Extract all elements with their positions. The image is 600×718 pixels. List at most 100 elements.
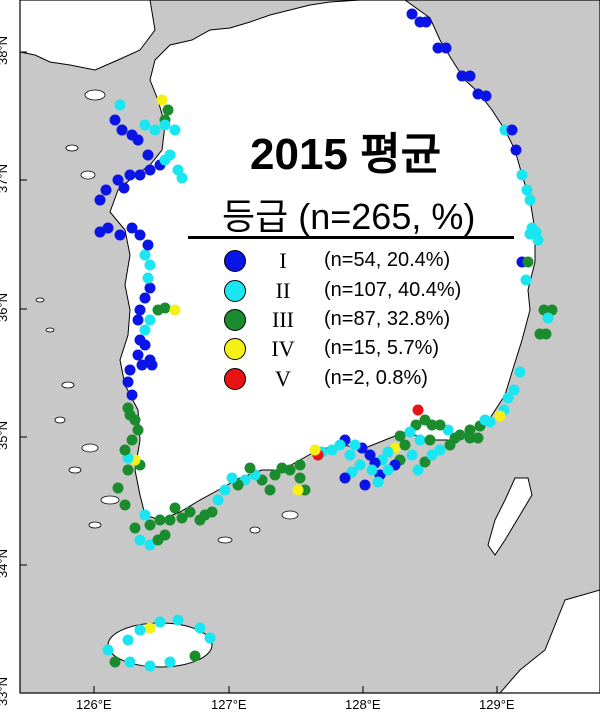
- station-marker: [144, 164, 156, 176]
- station-marker: [122, 376, 134, 388]
- station-marker: [480, 90, 492, 102]
- legend-item-v: V (n=2, 0.8%): [224, 366, 524, 394]
- station-marker: [404, 426, 416, 438]
- station-marker: [134, 624, 146, 636]
- station-marker: [154, 616, 166, 628]
- y-tick-36: 36°N: [0, 292, 11, 323]
- legend-item-iii: III (n=87, 32.8%): [224, 307, 524, 335]
- y-tick-35: 35°N: [0, 420, 11, 451]
- x-tick-129: 129°E: [479, 697, 515, 712]
- station-marker: [522, 256, 534, 268]
- station-marker: [109, 656, 121, 668]
- station-marker: [144, 314, 156, 326]
- station-marker: [126, 129, 138, 141]
- station-marker: [276, 462, 288, 474]
- x-tick-128: 128°E: [345, 697, 381, 712]
- station-marker: [144, 539, 156, 551]
- station-marker: [159, 302, 171, 314]
- station-marker: [124, 364, 136, 376]
- station-marker: [122, 464, 134, 476]
- legend-item-ii: II (n=107, 40.4%): [224, 278, 524, 306]
- station-marker: [134, 334, 146, 346]
- monitoring-stations: [94, 8, 558, 672]
- station-marker: [524, 228, 536, 240]
- station-marker: [156, 94, 168, 106]
- station-marker: [169, 304, 181, 316]
- station-marker: [139, 509, 151, 521]
- station-marker: [144, 519, 156, 531]
- station-marker: [412, 404, 424, 416]
- station-marker: [440, 42, 452, 54]
- y-tick-33: 33°N: [0, 676, 11, 707]
- legend-count-label: (n=87, 32.8%): [324, 308, 451, 330]
- station-marker: [119, 444, 131, 456]
- station-marker: [372, 476, 384, 488]
- station-marker: [444, 439, 456, 451]
- station-marker: [112, 482, 124, 494]
- legend-marker: [224, 309, 246, 331]
- station-marker: [112, 174, 124, 186]
- japan-land: [498, 589, 600, 694]
- station-marker: [126, 222, 138, 234]
- station-marker: [102, 644, 114, 656]
- station-marker: [146, 359, 158, 371]
- legend-grade-label: IV: [271, 336, 295, 361]
- station-marker: [124, 169, 136, 181]
- station-marker: [524, 194, 536, 206]
- legend-item-iv: IV (n=15, 5.7%): [224, 336, 524, 364]
- station-marker: [479, 414, 491, 426]
- station-marker: [382, 446, 394, 458]
- legend-count-label: (n=54, 20.4%): [324, 249, 451, 271]
- station-marker: [269, 469, 281, 481]
- station-marker: [294, 472, 306, 484]
- legend-grade-label: V: [275, 366, 291, 391]
- station-marker: [434, 444, 446, 456]
- station-marker: [464, 424, 476, 436]
- station-marker: [124, 656, 136, 668]
- legend-marker: [224, 338, 246, 360]
- station-marker: [114, 229, 126, 241]
- station-marker: [122, 402, 134, 414]
- station-marker: [129, 522, 141, 534]
- station-marker: [159, 529, 171, 541]
- station-marker: [540, 328, 552, 340]
- station-marker: [514, 366, 526, 378]
- station-marker: [309, 444, 321, 456]
- station-marker: [516, 169, 528, 181]
- station-marker: [132, 349, 144, 361]
- legend-count-label: (n=15, 5.7%): [324, 337, 440, 359]
- x-tick-126: 126°E: [76, 697, 112, 712]
- y-tick-38: 38°N: [0, 35, 11, 66]
- station-marker: [142, 239, 154, 251]
- station-marker: [508, 384, 520, 396]
- station-marker: [149, 124, 161, 136]
- station-marker: [172, 614, 184, 626]
- station-marker: [116, 124, 128, 136]
- station-marker: [164, 656, 176, 668]
- station-marker: [139, 119, 151, 131]
- station-marker: [100, 184, 112, 196]
- station-marker: [154, 514, 166, 526]
- station-marker: [109, 114, 121, 126]
- station-marker: [139, 249, 151, 261]
- station-marker: [472, 432, 484, 444]
- y-tick-37: 37°N: [0, 163, 11, 194]
- station-marker: [139, 292, 151, 304]
- station-marker: [244, 462, 256, 474]
- station-marker: [406, 449, 418, 461]
- station-marker: [414, 434, 426, 446]
- station-marker: [456, 70, 468, 82]
- station-marker: [189, 650, 201, 662]
- station-marker: [424, 434, 436, 446]
- station-marker: [532, 234, 544, 246]
- station-marker: [419, 414, 431, 426]
- station-marker: [494, 410, 506, 422]
- tsushima-island: [487, 477, 533, 556]
- station-marker: [139, 324, 151, 336]
- station-marker: [542, 312, 554, 324]
- legend-marker: [224, 280, 246, 302]
- western-islands: [35, 89, 299, 544]
- station-marker: [164, 514, 176, 526]
- station-marker: [334, 439, 346, 451]
